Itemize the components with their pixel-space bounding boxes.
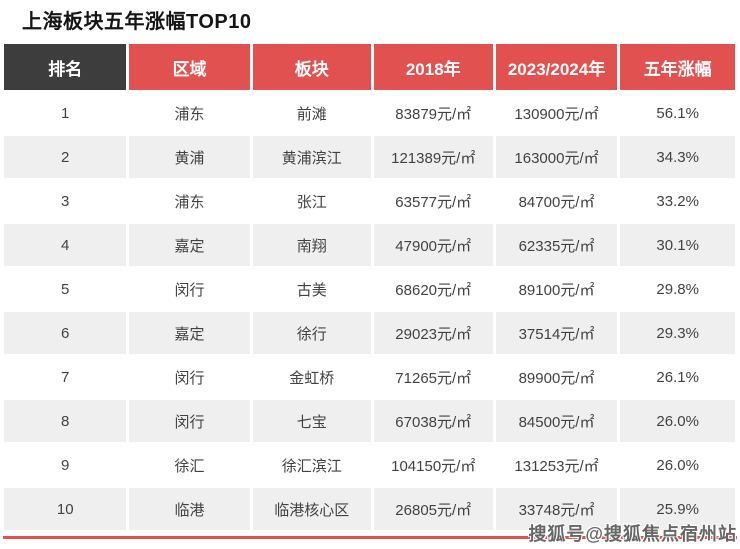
rank-cell: 9 bbox=[4, 444, 127, 486]
block-cell: 七宝 bbox=[252, 400, 371, 442]
rank-cell: 7 bbox=[4, 356, 127, 398]
rank-cell: 10 bbox=[4, 488, 127, 530]
region-cell: 闵行 bbox=[129, 356, 250, 398]
header-row: 排名 区域 板块 2018年 2023/2024年 五年涨幅 bbox=[4, 44, 735, 90]
rank-cell: 3 bbox=[4, 180, 127, 222]
rank-cell: 4 bbox=[4, 224, 127, 266]
region-cell: 徐汇 bbox=[129, 444, 250, 486]
rank-cell: 2 bbox=[4, 136, 127, 178]
region-cell: 浦东 bbox=[129, 180, 250, 222]
price-2024-cell: 89100元/㎡ bbox=[495, 268, 618, 310]
price-2024-cell: 84500元/㎡ bbox=[495, 400, 618, 442]
rank-cell: 1 bbox=[4, 92, 127, 134]
rank-cell: 5 bbox=[4, 268, 127, 310]
growth-cell: 26.0% bbox=[620, 400, 735, 442]
region-cell: 黄浦 bbox=[129, 136, 250, 178]
region-cell: 闵行 bbox=[129, 400, 250, 442]
price-2018-cell: 63577元/㎡ bbox=[373, 180, 493, 222]
header-block: 板块 bbox=[252, 44, 371, 90]
price-2024-cell: 84700元/㎡ bbox=[495, 180, 618, 222]
block-cell: 黄浦滨江 bbox=[252, 136, 371, 178]
growth-cell: 29.3% bbox=[620, 312, 735, 354]
price-2018-cell: 67038元/㎡ bbox=[373, 400, 493, 442]
price-2024-cell: 163000元/㎡ bbox=[495, 136, 618, 178]
price-2024-cell: 131253元/㎡ bbox=[495, 444, 618, 486]
header-rank: 排名 bbox=[4, 44, 127, 90]
table-row: 7 闵行 金虹桥 71265元/㎡ 89900元/㎡ 26.1% bbox=[4, 356, 735, 398]
growth-cell: 25.9% bbox=[620, 488, 735, 530]
growth-cell: 30.1% bbox=[620, 224, 735, 266]
growth-cell: 26.1% bbox=[620, 356, 735, 398]
price-2024-cell: 37514元/㎡ bbox=[495, 312, 618, 354]
table-row: 5 闵行 古美 68620元/㎡ 89100元/㎡ 29.8% bbox=[4, 268, 735, 310]
table-bottom-rule bbox=[3, 536, 737, 539]
region-cell: 嘉定 bbox=[129, 224, 250, 266]
growth-cell: 34.3% bbox=[620, 136, 735, 178]
price-2018-cell: 68620元/㎡ bbox=[373, 268, 493, 310]
header-growth: 五年涨幅 bbox=[620, 44, 735, 90]
table-row: 4 嘉定 南翔 47900元/㎡ 62335元/㎡ 30.1% bbox=[4, 224, 735, 266]
price-2018-cell: 47900元/㎡ bbox=[373, 224, 493, 266]
block-cell: 张江 bbox=[252, 180, 371, 222]
growth-cell: 33.2% bbox=[620, 180, 735, 222]
block-cell: 徐行 bbox=[252, 312, 371, 354]
region-cell: 浦东 bbox=[129, 92, 250, 134]
price-2018-cell: 83879元/㎡ bbox=[373, 92, 493, 134]
price-2024-cell: 33748元/㎡ bbox=[495, 488, 618, 530]
price-2018-cell: 71265元/㎡ bbox=[373, 356, 493, 398]
growth-cell: 29.8% bbox=[620, 268, 735, 310]
block-cell: 临港核心区 bbox=[252, 488, 371, 530]
page-title: 上海板块五年涨幅TOP10 bbox=[22, 11, 252, 33]
table-row: 9 徐汇 徐汇滨江 104150元/㎡ 131253元/㎡ 26.0% bbox=[4, 444, 735, 486]
region-cell: 嘉定 bbox=[129, 312, 250, 354]
growth-cell: 26.0% bbox=[620, 444, 735, 486]
price-2024-cell: 62335元/㎡ bbox=[495, 224, 618, 266]
block-cell: 古美 bbox=[252, 268, 371, 310]
price-2018-cell: 121389元/㎡ bbox=[373, 136, 493, 178]
table-row: 10 临港 临港核心区 26805元/㎡ 33748元/㎡ 25.9% bbox=[4, 488, 735, 530]
table-row: 3 浦东 张江 63577元/㎡ 84700元/㎡ 33.2% bbox=[4, 180, 735, 222]
table-row: 6 嘉定 徐行 29023元/㎡ 37514元/㎡ 29.3% bbox=[4, 312, 735, 354]
growth-cell: 56.1% bbox=[620, 92, 735, 134]
region-cell: 闵行 bbox=[129, 268, 250, 310]
block-cell: 前滩 bbox=[252, 92, 371, 134]
rank-cell: 6 bbox=[4, 312, 127, 354]
price-2018-cell: 29023元/㎡ bbox=[373, 312, 493, 354]
header-2018: 2018年 bbox=[373, 44, 493, 90]
price-2018-cell: 104150元/㎡ bbox=[373, 444, 493, 486]
table-row: 2 黄浦 黄浦滨江 121389元/㎡ 163000元/㎡ 34.3% bbox=[4, 136, 735, 178]
table-row: 8 闵行 七宝 67038元/㎡ 84500元/㎡ 26.0% bbox=[4, 400, 735, 442]
table-row: 1 浦东 前滩 83879元/㎡ 130900元/㎡ 56.1% bbox=[4, 92, 735, 134]
header-2023-2024: 2023/2024年 bbox=[495, 44, 618, 90]
price-2018-cell: 26805元/㎡ bbox=[373, 488, 493, 530]
price-2024-cell: 130900元/㎡ bbox=[495, 92, 618, 134]
block-cell: 南翔 bbox=[252, 224, 371, 266]
rank-table: 排名 区域 板块 2018年 2023/2024年 五年涨幅 1 浦东 前滩 8… bbox=[1, 42, 738, 532]
region-cell: 临港 bbox=[129, 488, 250, 530]
price-2024-cell: 89900元/㎡ bbox=[495, 356, 618, 398]
header-region: 区域 bbox=[129, 44, 250, 90]
block-cell: 金虹桥 bbox=[252, 356, 371, 398]
block-cell: 徐汇滨江 bbox=[252, 444, 371, 486]
rank-cell: 8 bbox=[4, 400, 127, 442]
